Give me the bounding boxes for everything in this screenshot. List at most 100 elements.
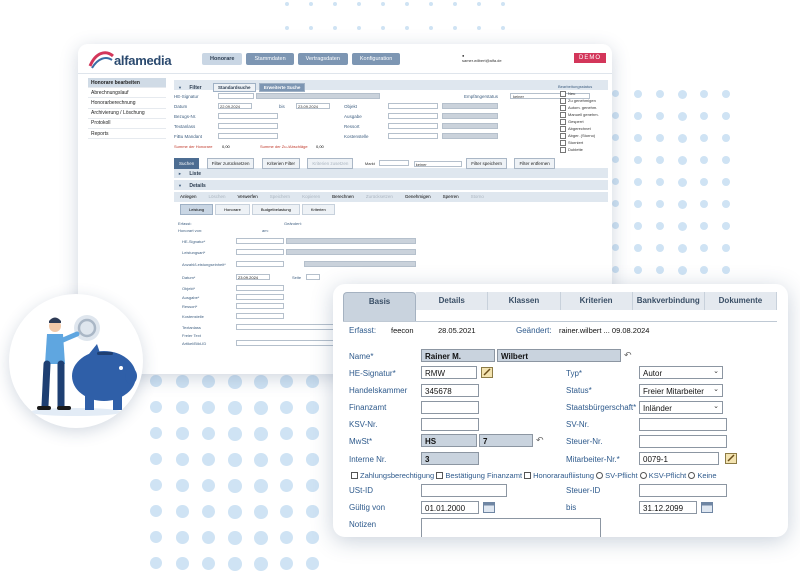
user-menu[interactable]: ● samer.wilbert@alfa.de: [462, 53, 502, 63]
he-signatur-input[interactable]: [218, 93, 254, 99]
sidebar-item-reports[interactable]: Reports: [88, 129, 166, 140]
sidebar-item-archivierung[interactable]: Archivierung / Löschung: [88, 109, 166, 119]
keine-radio[interactable]: Keine: [688, 471, 717, 480]
field-leistungsart-input[interactable]: [236, 249, 284, 255]
status-checkbox-gesperrt[interactable]: Gesperrt: [560, 119, 584, 125]
empfaenger-select[interactable]: keiner: [510, 93, 590, 99]
reset-filter-button[interactable]: Filter zurücksetzen: [206, 158, 255, 169]
status-checkbox-abgerechnet[interactable]: Abgerechnet: [560, 126, 591, 132]
nav-tab-vertragsdaten[interactable]: Vertragsdaten: [297, 53, 348, 65]
gueltig-von-field[interactable]: 01.01.2000: [421, 501, 479, 514]
sv-field[interactable]: [639, 418, 727, 431]
notizen-field[interactable]: [421, 518, 601, 537]
tab-details[interactable]: Details: [416, 292, 489, 310]
steuer-id-field[interactable]: [639, 484, 727, 497]
status-checkbox-zu-genehmigen[interactable]: Zu genehmigen: [560, 98, 596, 104]
field-objekt-input[interactable]: [236, 285, 284, 291]
status-checkbox-dublette[interactable]: Dublette: [560, 147, 583, 153]
he-signatur-field[interactable]: RMW: [421, 366, 477, 379]
edit-icon[interactable]: [725, 453, 737, 464]
nav-tab-konfiguration[interactable]: Konfiguration: [351, 53, 401, 65]
criteria-reset-button[interactable]: Kriterien zusetzen: [307, 158, 354, 169]
tab-klassen[interactable]: Klassen: [488, 292, 561, 310]
markt-input[interactable]: [379, 160, 410, 166]
remove-filter-button[interactable]: Filter entfernen: [514, 158, 555, 169]
mitarbeiter-nr-field[interactable]: 0079-1: [639, 452, 719, 465]
field-seite-input[interactable]: [306, 274, 320, 280]
undo-icon[interactable]: ↶: [624, 350, 632, 360]
loeschen-button[interactable]: Löschen: [208, 194, 226, 199]
genehmigen-button[interactable]: Genehmigen: [404, 194, 431, 199]
sidebar-item-honorarberechnung[interactable]: Honorarberechnung: [88, 98, 166, 109]
fibu-input[interactable]: [218, 133, 278, 139]
status-checkbox-neu[interactable]: Neu: [560, 91, 575, 97]
nav-tab-honorare[interactable]: Honorare: [202, 53, 243, 65]
status-checkbox-manuell[interactable]: Manuell genehm.: [560, 112, 599, 118]
markt-select[interactable]: keiner: [413, 161, 462, 167]
liste-section-header[interactable]: ► Liste: [174, 168, 608, 178]
alfamedia-logo[interactable]: alfamedia: [88, 50, 172, 70]
interne-nr-field[interactable]: 3: [421, 452, 479, 465]
tab-kriterien[interactable]: Kriterien: [560, 292, 633, 310]
kostenstelle-input[interactable]: [388, 133, 438, 139]
bezugs-nr-input[interactable]: [218, 113, 278, 119]
field-anzahl-input[interactable]: [236, 261, 284, 267]
anlegen-button[interactable]: Anlegen: [180, 194, 197, 199]
ksv-field[interactable]: [421, 418, 479, 431]
nav-tab-stammdaten[interactable]: Stammdaten: [246, 53, 294, 65]
verwerfen-button[interactable]: Verwerfen: [237, 194, 258, 199]
mwst-code-field[interactable]: HS: [421, 434, 477, 447]
field-he-signatur-input[interactable]: [236, 238, 284, 244]
details-section-header[interactable]: ▼ Details: [174, 180, 608, 190]
staatsbuergerschaft-select[interactable]: Inländer ⌄: [639, 401, 723, 414]
edit-icon[interactable]: [481, 367, 493, 378]
status-checkbox-autom[interactable]: Autom. genehm.: [560, 105, 597, 111]
gueltig-bis-field[interactable]: 31.12.2099: [639, 501, 697, 514]
sidebar-item-abrechnungslauf[interactable]: Abrechnungslauf: [88, 88, 166, 99]
bestaetigung-finanzamt-checkbox[interactable]: Bestätigung Finanzamt: [436, 471, 522, 480]
subtab-honorare[interactable]: Honorare: [215, 204, 250, 215]
sv-pflicht-radio[interactable]: SV-Pflicht: [596, 471, 638, 480]
status-select[interactable]: Freier Mitarbeiter ⌄: [639, 384, 723, 397]
zuruecksetzen-button[interactable]: Zurücksetzen: [365, 194, 393, 199]
filter-section-header[interactable]: ▼ Filter Standardsuche Erweiterte Suche: [174, 80, 608, 92]
subtab-budgetbelastung[interactable]: Budgetbelastung: [251, 204, 300, 215]
steuer-nr-field[interactable]: [639, 435, 727, 448]
handelskammer-field[interactable]: 345678: [421, 384, 479, 397]
status-checkbox-storniert[interactable]: Storniert: [560, 140, 583, 146]
sidebar-item-protokoll[interactable]: Protokoll: [88, 119, 166, 129]
search-button[interactable]: Suchen: [174, 158, 200, 169]
subtab-leistung[interactable]: Leistung: [180, 204, 214, 215]
criteria-filter-button[interactable]: Kriterien Filter: [261, 158, 300, 169]
nachname-field[interactable]: Wilbert: [497, 349, 621, 362]
subtab-kriterien[interactable]: Kriterien: [301, 204, 335, 215]
field-datum-input[interactable]: 23.09.2024: [236, 274, 270, 280]
speichern-button[interactable]: Speichern: [269, 194, 291, 199]
calendar-icon[interactable]: [701, 502, 713, 513]
sidebar-item-honorare-bearbeiten[interactable]: Honorare bearbeiten: [88, 78, 166, 89]
objekt-input[interactable]: [388, 103, 438, 109]
save-filter-button[interactable]: Filter speichern: [466, 158, 508, 169]
textanlass-input[interactable]: [218, 123, 278, 129]
vorname-field[interactable]: Rainer M.: [421, 349, 495, 362]
kopieren-button[interactable]: Kopieren: [302, 194, 321, 199]
field-ausgabe-input[interactable]: [236, 294, 284, 300]
tab-standardsuche[interactable]: Standardsuche: [212, 82, 256, 92]
status-checkbox-abger-storno[interactable]: Abger. (Storno): [560, 133, 595, 139]
datum-bis-input[interactable]: 23.09.2024: [296, 103, 330, 109]
datum-von-input[interactable]: 22.09.2024: [218, 103, 252, 109]
honorarauflistung-checkbox[interactable]: Honoraraufliistung: [524, 471, 594, 480]
zahlungsberechtigung-checkbox[interactable]: Zahlungsberechtigung: [351, 471, 434, 480]
ressort-input[interactable]: [388, 123, 438, 129]
calendar-icon[interactable]: [483, 502, 495, 513]
sperren-button[interactable]: Sperren: [442, 194, 459, 199]
ust-id-field[interactable]: [421, 484, 507, 497]
tab-dokumente[interactable]: Dokumente: [704, 292, 778, 310]
finanzamt-field[interactable]: [421, 401, 479, 414]
ksv-pflicht-radio[interactable]: KSV-Pflicht: [639, 471, 686, 480]
berechnen-button[interactable]: Berechnen: [332, 194, 354, 199]
typ-select[interactable]: Autor ⌄: [639, 366, 723, 379]
tab-bankverbindung[interactable]: Bankverbindung: [632, 292, 705, 310]
ausgabe-input[interactable]: [388, 113, 438, 119]
tab-basis[interactable]: Basis: [343, 292, 417, 321]
